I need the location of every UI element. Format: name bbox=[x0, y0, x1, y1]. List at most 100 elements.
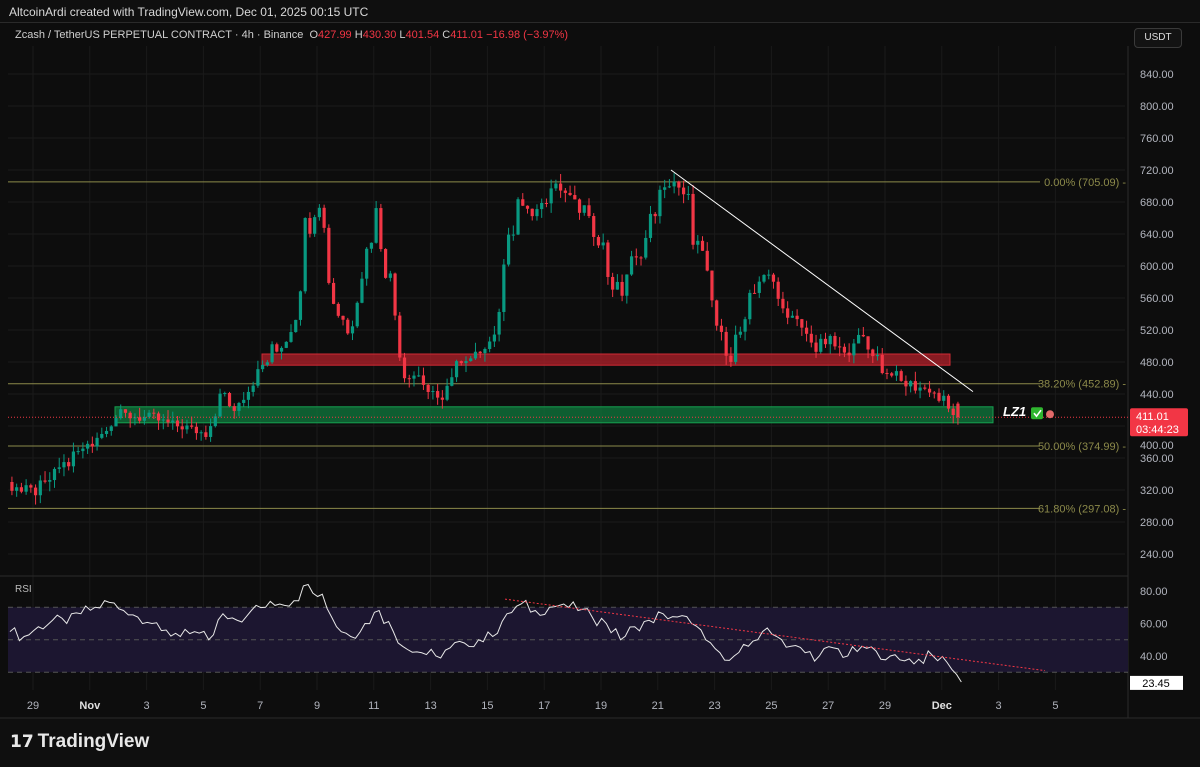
candle-body bbox=[199, 432, 203, 434]
candle-body bbox=[294, 319, 298, 333]
candle-body bbox=[951, 408, 955, 416]
candle-body bbox=[592, 216, 596, 237]
candle-body bbox=[100, 433, 104, 438]
candle-body bbox=[573, 195, 577, 200]
candle-body bbox=[81, 448, 85, 452]
candle-body bbox=[776, 281, 780, 299]
candle-body bbox=[861, 334, 865, 337]
candle-body bbox=[29, 485, 33, 488]
candle-body bbox=[38, 480, 42, 496]
candle-body bbox=[653, 213, 657, 217]
candle-body bbox=[672, 181, 676, 187]
candle-body bbox=[71, 451, 76, 467]
candle-body bbox=[587, 205, 591, 217]
time-tick-label: 15 bbox=[481, 700, 493, 712]
descending-trendline bbox=[670, 169, 974, 393]
candle-body bbox=[242, 399, 246, 403]
high-value: 430.30 bbox=[362, 29, 397, 41]
candle-body bbox=[611, 276, 615, 290]
check-icon bbox=[1031, 407, 1043, 420]
candle-body bbox=[123, 409, 128, 413]
time-tick-label: 13 bbox=[424, 700, 436, 712]
candle-body bbox=[33, 487, 38, 496]
candle-body bbox=[152, 412, 156, 414]
open-value: 427.99 bbox=[318, 29, 352, 41]
candle-body bbox=[710, 270, 714, 301]
candle-body bbox=[937, 392, 941, 401]
candle-body bbox=[554, 183, 558, 189]
candle-body bbox=[138, 417, 142, 421]
candle-body bbox=[814, 342, 818, 352]
candle-body bbox=[634, 256, 638, 258]
candle-body bbox=[927, 388, 932, 393]
candle-body bbox=[577, 199, 582, 213]
rsi-label: RSI bbox=[15, 584, 32, 595]
open-label: O bbox=[309, 29, 319, 41]
time-tick-label: 9 bbox=[314, 700, 320, 712]
candle-body bbox=[847, 352, 851, 356]
candle-body bbox=[52, 468, 57, 481]
candle-body bbox=[601, 242, 605, 246]
candle-body bbox=[559, 183, 563, 191]
candle-body bbox=[223, 392, 227, 394]
rsi-value-badge bbox=[1130, 675, 1183, 690]
price-tick-label: 360.00 bbox=[1140, 453, 1174, 465]
currency-button[interactable]: USDT bbox=[1134, 28, 1182, 48]
candle-body bbox=[355, 302, 359, 327]
candle-body bbox=[393, 273, 397, 316]
candle-body bbox=[15, 487, 19, 491]
candle-body bbox=[535, 209, 539, 217]
candle-body bbox=[284, 341, 288, 348]
time-tick-label: 21 bbox=[652, 700, 664, 712]
candle-body bbox=[786, 308, 790, 318]
candle-body bbox=[142, 416, 146, 421]
candle-body bbox=[696, 240, 700, 245]
candle-body bbox=[492, 334, 496, 342]
candle-body bbox=[809, 333, 813, 343]
candle-body bbox=[620, 281, 624, 296]
candle-body bbox=[327, 227, 331, 283]
lz1-label: LZ1 bbox=[1003, 404, 1026, 419]
candle-body bbox=[90, 443, 94, 447]
candle-body bbox=[384, 249, 388, 278]
time-tick-label: 11 bbox=[368, 700, 379, 712]
candle-body bbox=[346, 319, 350, 334]
tradingview-logo: 𝟭𝟳 TradingView bbox=[10, 731, 149, 753]
candle-body bbox=[681, 187, 686, 195]
candle-body bbox=[341, 315, 345, 320]
candle-body bbox=[232, 406, 236, 411]
candle-body bbox=[298, 291, 303, 320]
price-tick-label: 480.00 bbox=[1140, 357, 1174, 369]
price-tick-label: 440.00 bbox=[1140, 389, 1174, 401]
logo-text: TradingView bbox=[37, 731, 150, 752]
candle-body bbox=[237, 402, 241, 411]
time-tick-label: 27 bbox=[822, 700, 834, 712]
candle-body bbox=[677, 181, 681, 188]
rsi-trendline bbox=[504, 598, 1046, 672]
candle-body bbox=[114, 418, 118, 427]
price-tick-label: 240.00 bbox=[1140, 549, 1174, 561]
candle-body bbox=[469, 358, 473, 362]
candle-body bbox=[185, 425, 189, 430]
candle-body bbox=[445, 385, 449, 400]
candle-body bbox=[644, 237, 648, 258]
symbol-legend: Zcash / TetherUS PERPETUAL CONTRACT · 4h… bbox=[15, 29, 568, 41]
candle-body bbox=[828, 335, 832, 345]
rsi-tick-label: 80.00 bbox=[1140, 586, 1168, 598]
candle-body bbox=[270, 344, 274, 363]
candle-body bbox=[109, 426, 113, 431]
candle-body bbox=[582, 205, 586, 213]
candle-body bbox=[800, 319, 804, 328]
candle-body bbox=[426, 384, 430, 392]
candle-body bbox=[866, 336, 870, 350]
tradingview-logo-icon: 𝟭𝟳 bbox=[10, 732, 34, 751]
candle-body bbox=[308, 218, 312, 234]
candle-body bbox=[771, 274, 776, 282]
candle-body bbox=[568, 192, 572, 196]
rsi-line bbox=[9, 583, 962, 683]
price-tick-label: 520.00 bbox=[1140, 325, 1174, 337]
candle-body bbox=[544, 202, 549, 204]
candle-body bbox=[767, 274, 771, 276]
candle-body bbox=[540, 202, 544, 210]
